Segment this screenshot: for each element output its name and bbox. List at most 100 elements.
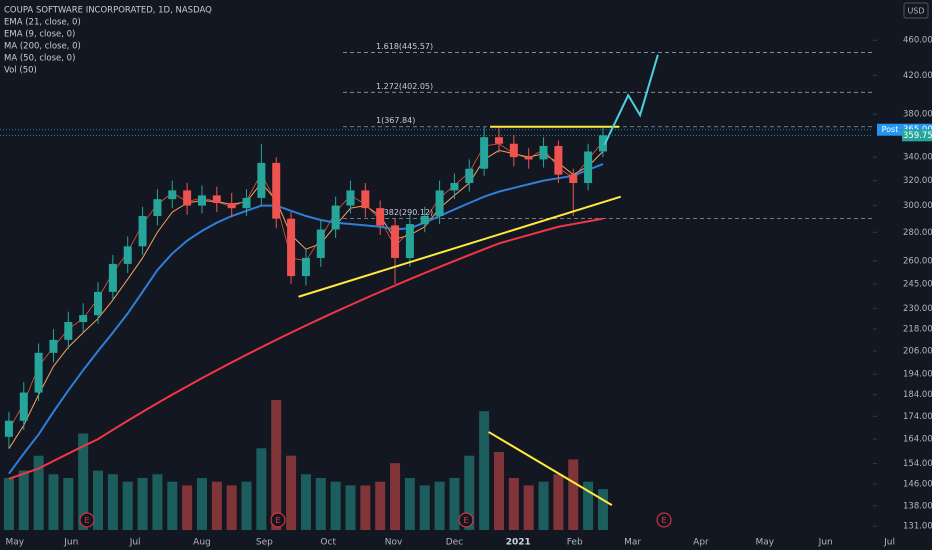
candle-body bbox=[465, 168, 474, 184]
earnings-marker[interactable]: E bbox=[270, 512, 286, 528]
price-tag-box bbox=[877, 123, 903, 136]
volume-bar bbox=[286, 455, 297, 530]
volume-bar bbox=[152, 474, 163, 530]
price-badge bbox=[902, 129, 932, 142]
ma-line bbox=[8, 163, 604, 475]
volume-bar bbox=[256, 448, 267, 530]
candle-body bbox=[49, 339, 58, 353]
currency-box[interactable] bbox=[903, 2, 929, 19]
volume-bar bbox=[434, 481, 445, 530]
volume-bar bbox=[63, 478, 74, 530]
y-tick-label: 174.00 bbox=[903, 412, 932, 422]
volume-bar bbox=[464, 455, 475, 530]
y-tick-label: 138.00 bbox=[903, 501, 932, 511]
x-tick-label: Feb bbox=[567, 538, 583, 548]
x-tick-label: Dec bbox=[446, 538, 463, 548]
volume-bar bbox=[568, 459, 579, 530]
candle-body bbox=[405, 224, 414, 258]
y-tick-label: 164.00 bbox=[903, 435, 932, 445]
volume-trendline bbox=[488, 431, 613, 506]
volume-bar bbox=[597, 489, 608, 530]
volume-bar bbox=[538, 481, 549, 530]
volume-bar bbox=[523, 485, 534, 530]
legend-entry: Vol (50) bbox=[4, 66, 37, 76]
x-tick-label: Jul bbox=[883, 538, 895, 548]
volume-bar bbox=[375, 481, 386, 530]
y-tick-label: 420.00 bbox=[903, 71, 932, 81]
candle-body bbox=[287, 218, 296, 277]
earnings-marker[interactable]: E bbox=[79, 512, 95, 528]
candle-body bbox=[212, 195, 221, 204]
volume-bar bbox=[93, 470, 104, 530]
y-tick-label: 131.00 bbox=[903, 522, 932, 532]
y-tick-label: 194.00 bbox=[903, 370, 932, 380]
y-tick-label: 206.00 bbox=[903, 346, 932, 356]
candle-body bbox=[257, 162, 266, 198]
candle-body bbox=[227, 203, 236, 209]
x-tick-label: Sep bbox=[256, 538, 273, 548]
candle-body bbox=[391, 225, 400, 258]
volume-bar bbox=[226, 485, 237, 530]
candle-body bbox=[4, 420, 13, 437]
earnings-marker[interactable]: E bbox=[656, 512, 672, 528]
x-tick-label: Aug bbox=[193, 538, 211, 548]
plot-area: 1.618(445.57) 1.272(402.05) 1(367.84) 0.382… bbox=[0, 42, 873, 530]
candle-body bbox=[539, 145, 548, 160]
legend-entry: EMA (21, close, 0) bbox=[4, 18, 81, 28]
volume-bar bbox=[107, 474, 118, 530]
candle-body bbox=[420, 216, 429, 225]
trendline bbox=[603, 54, 659, 146]
candle-body bbox=[569, 174, 578, 184]
volume-bar bbox=[360, 485, 371, 530]
candle-body bbox=[168, 190, 177, 200]
chart-title: COUPA SOFTWARE INCORPORATED, 1D, NASDAQ bbox=[4, 6, 212, 16]
candle-body bbox=[361, 190, 370, 209]
fib-label: 0.382(290.12) bbox=[376, 208, 433, 217]
volume-bar bbox=[122, 481, 133, 530]
y-tick-label: 320.00 bbox=[903, 176, 932, 186]
candle-body bbox=[598, 135, 607, 152]
volume-bar bbox=[583, 481, 594, 530]
candle-body bbox=[108, 263, 117, 292]
volume-bar bbox=[508, 478, 519, 530]
x-tick-label: Jul bbox=[129, 538, 141, 548]
volume-bar bbox=[479, 411, 490, 530]
volume-bar bbox=[449, 478, 460, 530]
volume-bar bbox=[300, 474, 311, 530]
candle-body bbox=[183, 190, 192, 206]
x-tick-label: May bbox=[6, 538, 25, 548]
earnings-label[interactable]: E bbox=[463, 516, 468, 525]
volume-bar bbox=[271, 400, 282, 530]
earnings-label[interactable]: E bbox=[84, 516, 89, 525]
earnings-label[interactable]: E bbox=[661, 516, 666, 525]
y-tick-label: 230.00 bbox=[903, 304, 932, 314]
volume-bar bbox=[404, 478, 415, 530]
x-tick-label: 2021 bbox=[506, 538, 531, 548]
volume-bar bbox=[33, 455, 44, 530]
volume-bar bbox=[3, 478, 14, 530]
earnings-label[interactable]: E bbox=[275, 516, 280, 525]
volume-bar bbox=[196, 478, 207, 530]
volume-bar bbox=[167, 481, 178, 530]
y-tick-label: 154.00 bbox=[903, 459, 932, 469]
fib-label: 1.618(445.57) bbox=[376, 42, 433, 51]
earnings-marker[interactable]: E bbox=[458, 512, 474, 528]
candle-body bbox=[331, 205, 340, 230]
candle-body bbox=[376, 208, 385, 226]
currency[interactable]: USD bbox=[907, 7, 924, 16]
volume-bar bbox=[345, 485, 356, 530]
y-tick-label: 300.00 bbox=[903, 201, 932, 211]
volume-bar bbox=[315, 478, 326, 530]
legend-entry: EMA (9, close, 0) bbox=[4, 30, 75, 40]
candle-body bbox=[509, 143, 518, 158]
volume-bar bbox=[241, 481, 252, 530]
volume-bar bbox=[182, 485, 193, 530]
y-tick-label: 280.00 bbox=[903, 228, 932, 238]
y-tick-label: 146.00 bbox=[903, 480, 932, 490]
fib-label: 1.272(402.05) bbox=[376, 82, 433, 91]
candle-body bbox=[584, 151, 593, 184]
candle-body bbox=[123, 246, 132, 264]
volume-bar bbox=[78, 433, 89, 530]
